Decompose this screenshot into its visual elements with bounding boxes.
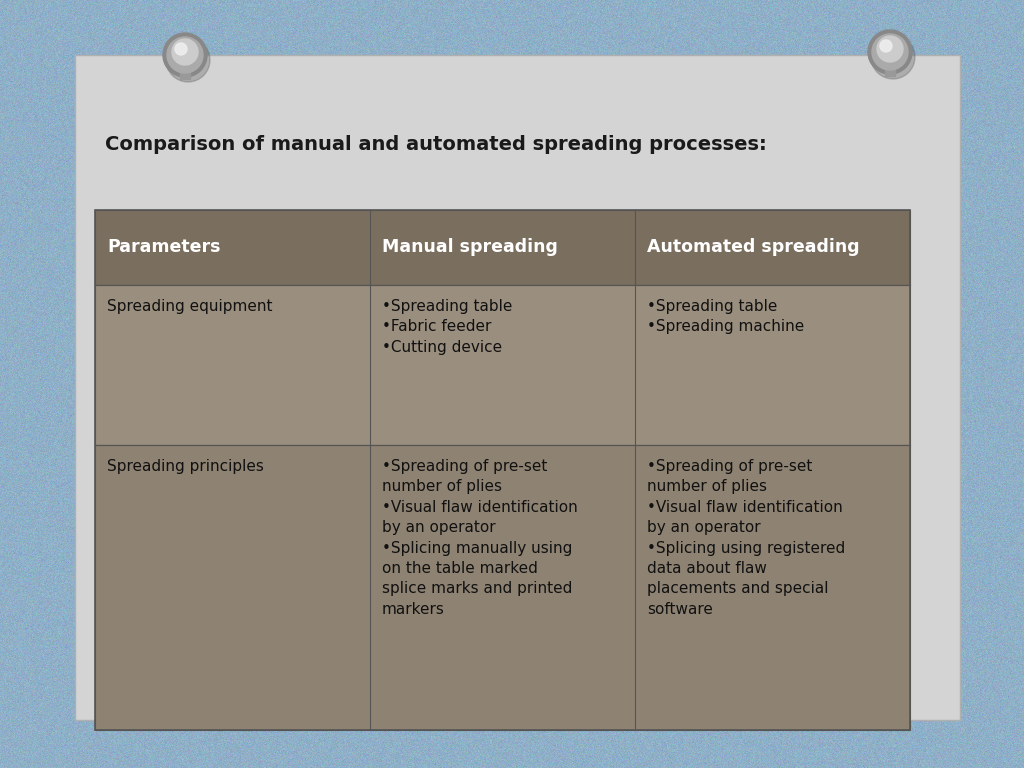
Text: •Spreading table
•Fabric feeder
•Cutting device: •Spreading table •Fabric feeder •Cutting…	[382, 299, 512, 355]
Text: Spreading equipment: Spreading equipment	[106, 299, 272, 314]
Bar	[95, 285, 910, 445]
Circle shape	[868, 30, 912, 74]
Text: •Spreading of pre-set
number of plies
•Visual flaw identification
by an operator: •Spreading of pre-set number of plies •V…	[647, 459, 845, 617]
Bar	[885, 64, 895, 76]
Circle shape	[167, 37, 203, 73]
Text: Spreading principles: Spreading principles	[106, 459, 264, 474]
Circle shape	[880, 40, 892, 52]
Text: •Spreading table
•Spreading machine: •Spreading table •Spreading machine	[647, 299, 804, 334]
Text: Parameters: Parameters	[106, 239, 220, 257]
Circle shape	[172, 39, 198, 65]
Circle shape	[166, 38, 210, 82]
Bar	[95, 210, 910, 285]
Text: Automated spreading: Automated spreading	[647, 239, 859, 257]
Circle shape	[163, 33, 207, 77]
Text: Comparison of manual and automated spreading processes:: Comparison of manual and automated sprea…	[105, 135, 767, 154]
Bar	[75, 55, 961, 720]
Circle shape	[175, 43, 187, 55]
Bar	[95, 210, 910, 730]
Text: •Spreading of pre-set
number of plies
•Visual flaw identification
by an operator: •Spreading of pre-set number of plies •V…	[382, 459, 578, 617]
Circle shape	[872, 34, 908, 70]
Bar	[95, 445, 910, 730]
Circle shape	[877, 36, 903, 62]
Bar	[180, 67, 190, 79]
Circle shape	[871, 35, 915, 79]
Text: Manual spreading: Manual spreading	[382, 239, 558, 257]
